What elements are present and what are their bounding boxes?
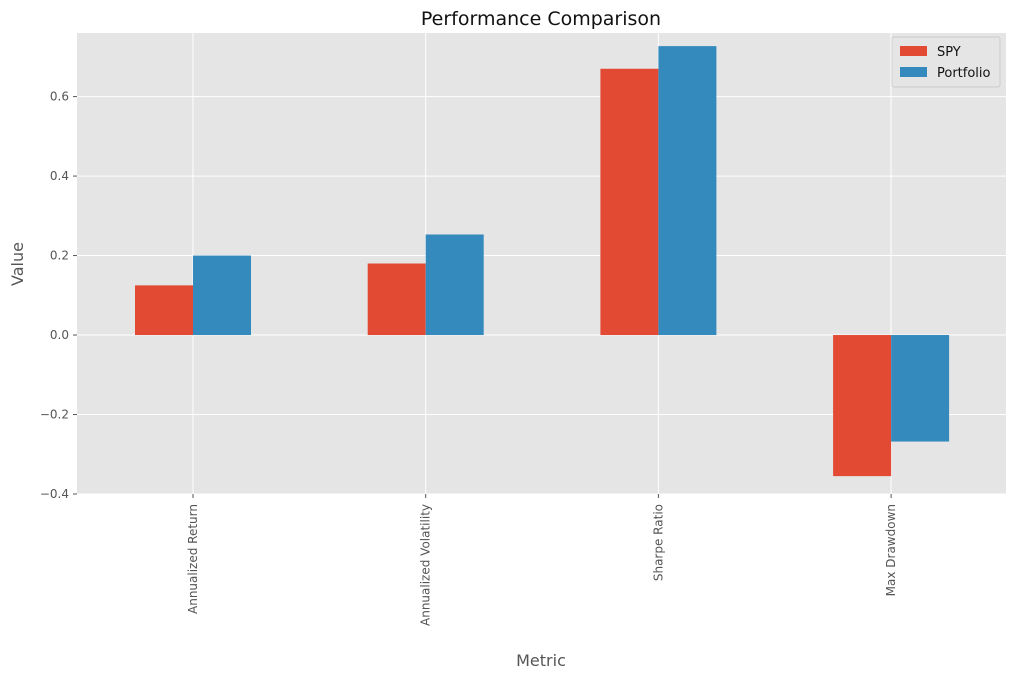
bar-spy-3 — [833, 335, 892, 477]
y-tick-label: 0.0 — [50, 328, 69, 342]
bar-portfolio-2 — [658, 46, 717, 336]
chart-title: Performance Comparison — [421, 8, 661, 30]
bar-portfolio-0 — [193, 255, 251, 336]
x-axis-ticks: Annualized Return Annualized Volatility Sh… — [186, 494, 898, 626]
legend-swatch-spy — [900, 46, 927, 56]
y-tick-label: 0.6 — [50, 90, 69, 104]
y-axis-title: Value — [8, 242, 27, 286]
y-tick-label: −0.2 — [40, 408, 69, 422]
y-tick-label: 0.4 — [50, 169, 69, 183]
bar-spy-0 — [135, 285, 193, 336]
y-axis-ticks: −0.4 −0.2 0.0 0.2 0.4 0.6 — [40, 90, 77, 501]
x-axis-title: Metric — [516, 651, 566, 670]
legend-label-spy: SPY — [937, 45, 961, 60]
x-tick-label: Sharpe Ratio — [651, 504, 665, 581]
bar-portfolio-1 — [425, 234, 484, 336]
y-tick-label: 0.2 — [50, 249, 69, 263]
bars — [135, 46, 950, 477]
bar-spy-1 — [367, 263, 426, 336]
x-tick-label: Max Drawdown — [884, 504, 898, 596]
x-tick-label: Annualized Return — [186, 504, 200, 614]
bar-portfolio-3 — [891, 335, 950, 442]
y-tick-label: −0.4 — [40, 487, 69, 501]
bar-spy-2 — [600, 68, 659, 336]
legend-swatch-portfolio — [900, 67, 927, 77]
legend-label-portfolio: Portfolio — [937, 66, 991, 81]
x-tick-label: Annualized Volatility — [419, 504, 433, 626]
legend: SPY Portfolio — [891, 36, 1001, 88]
